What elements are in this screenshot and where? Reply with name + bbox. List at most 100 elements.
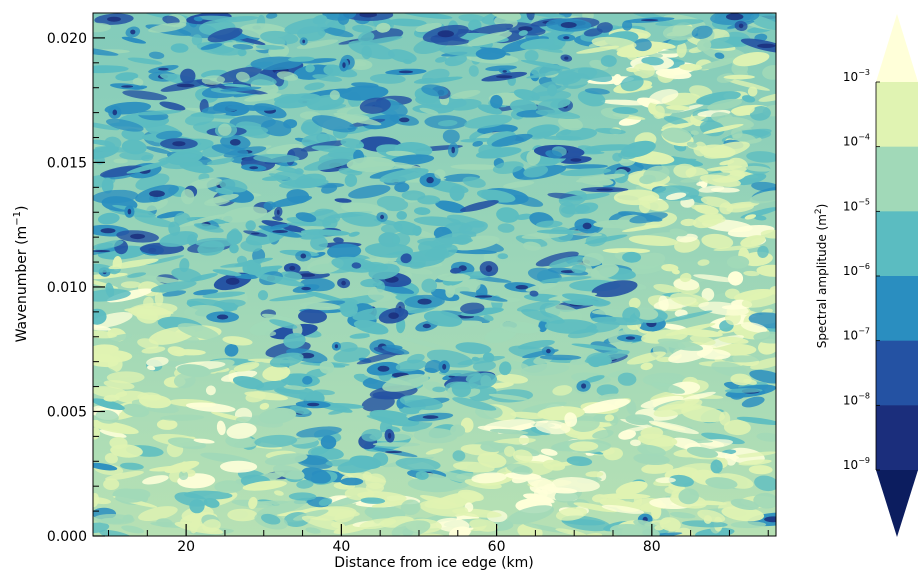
contour-patch	[711, 361, 748, 377]
contour-patch	[625, 45, 639, 61]
contour-patch	[626, 351, 666, 365]
contour-patch	[145, 146, 172, 154]
contour-core	[496, 75, 513, 79]
contour-patch	[224, 343, 239, 357]
contour-patch	[134, 215, 176, 228]
contour-patch	[450, 267, 462, 274]
contour-core	[764, 516, 776, 523]
contour-patch	[372, 442, 420, 447]
contour-patch	[179, 162, 214, 174]
contour-patch	[401, 13, 453, 19]
contour-patch	[154, 291, 164, 307]
contour-patch	[159, 231, 199, 247]
contour-core	[502, 70, 507, 73]
x-tick-label: 80	[643, 539, 661, 555]
contour-patch	[559, 192, 610, 202]
contour-patch	[319, 26, 354, 38]
contour-patch	[468, 65, 479, 77]
contour-patch	[286, 221, 317, 227]
contour-patch	[637, 433, 678, 447]
contour-patch	[227, 508, 258, 522]
contour-patch	[369, 73, 406, 84]
colorbar-extend-max	[876, 14, 918, 82]
colorbar-tick-label: 10−7	[843, 327, 870, 343]
contour-patch	[421, 68, 450, 84]
contour-patch	[101, 177, 114, 194]
contour-patch	[189, 499, 205, 514]
contour-patch	[696, 349, 731, 360]
y-tick-label: 0.015	[47, 155, 87, 171]
y-axis-label: Wavenumber (m−1)	[12, 206, 30, 343]
contour-core	[640, 19, 659, 22]
colorbar	[875, 14, 918, 537]
contour-patch	[367, 288, 391, 302]
contour-patch	[268, 173, 293, 181]
contour-core	[422, 415, 439, 419]
contour-patch	[305, 64, 315, 73]
contour-patch	[520, 363, 570, 376]
contour-patch	[94, 146, 130, 153]
contour-patch	[178, 470, 189, 481]
contour-patch	[244, 93, 282, 102]
contour-patch	[698, 185, 725, 193]
contour-patch	[351, 262, 362, 269]
contour-patch	[601, 504, 645, 514]
contour-patch	[555, 507, 588, 521]
contour-patch	[361, 395, 395, 412]
contour-patch	[245, 220, 256, 231]
contour-patch	[526, 124, 560, 138]
contour-patch	[253, 153, 300, 163]
contour-patch	[266, 143, 303, 155]
contour-core	[276, 209, 280, 215]
contour-patch	[262, 365, 291, 381]
contour-patch	[655, 477, 676, 484]
contour-patch	[437, 273, 471, 282]
contour-patch	[691, 25, 713, 39]
contour-patch	[661, 323, 688, 331]
contour-patch	[264, 453, 308, 466]
contour-core	[289, 265, 296, 271]
contour-core	[560, 22, 577, 28]
contour-patch	[736, 173, 767, 186]
colorbar-tick-label: 10−8	[843, 391, 870, 407]
contour-patch	[469, 519, 499, 532]
colorbar-tick-label: 10−6	[843, 262, 870, 278]
contour-patch	[725, 288, 740, 300]
contour-patch	[212, 269, 242, 276]
contour-patch	[679, 272, 692, 283]
contour-core	[301, 286, 311, 291]
contour-patch	[269, 319, 298, 329]
contour-patch	[748, 465, 773, 475]
contour-patch	[296, 479, 314, 489]
contour-patch	[592, 494, 607, 503]
contour-patch	[697, 214, 726, 224]
contour-core	[334, 344, 338, 349]
contour-patch	[670, 292, 710, 308]
contour-patch	[523, 241, 541, 251]
contour-patch	[648, 420, 699, 435]
contour-patch	[348, 231, 360, 237]
contour-patch	[689, 335, 716, 346]
contour-core	[757, 43, 776, 48]
contour-patch	[419, 495, 458, 507]
contour-patch	[490, 94, 503, 109]
contour-patch	[229, 243, 239, 254]
contour-patch	[143, 296, 154, 309]
contour-patch	[697, 509, 726, 523]
contour-patch	[121, 525, 145, 534]
contour-patch	[93, 330, 117, 339]
contour-patch	[584, 350, 630, 364]
contour-patch	[387, 49, 417, 63]
contour-patch	[227, 104, 276, 111]
contour-patch	[467, 31, 513, 47]
contour-patch	[665, 192, 687, 200]
colorbar-band	[876, 405, 918, 471]
contour-patch	[387, 18, 427, 27]
contour-patch	[391, 520, 431, 536]
contour-patch	[226, 422, 257, 439]
contour-patch	[523, 523, 569, 534]
contour-patch	[703, 124, 744, 134]
contour-core	[385, 451, 403, 453]
contour-patch	[256, 499, 307, 517]
